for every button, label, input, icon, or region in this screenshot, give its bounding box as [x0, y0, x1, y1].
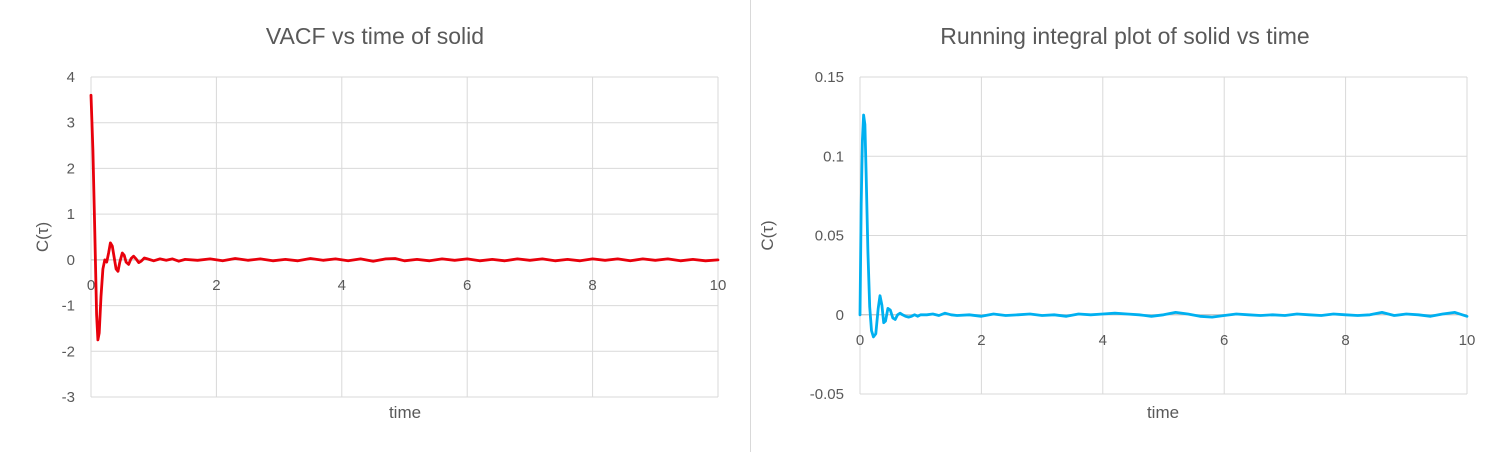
y-tick-label: 4 — [67, 69, 75, 86]
y-tick-label: 0 — [836, 307, 844, 324]
y-axis-label: C(τ) — [758, 220, 777, 250]
series-line — [89, 93, 720, 342]
y-tick-label: -3 — [62, 389, 75, 406]
y-axis-label: C(τ) — [33, 222, 52, 252]
x-tick-label: 6 — [463, 277, 471, 294]
running-integral-chart: Running integral plot of solid vs time -0… — [758, 23, 1476, 422]
y-tick-label: 2 — [67, 160, 75, 177]
x-tick-label: 2 — [977, 332, 985, 349]
y-tick-label: 0.05 — [815, 228, 844, 245]
y-tick-label: 0.1 — [823, 148, 844, 165]
y-tick-label: 0 — [67, 252, 75, 269]
y-tick-label: -0.05 — [810, 386, 844, 403]
x-tick-label: 8 — [1341, 332, 1349, 349]
x-tick-label: 4 — [338, 277, 346, 294]
x-tick-label: 10 — [1459, 332, 1476, 349]
x-tick-label: 0 — [87, 277, 95, 294]
y-tick-label: 3 — [67, 115, 75, 132]
x-axis-label: time — [389, 403, 421, 422]
vacf-chart-panel: VACF vs time of solid -3 -2 -1 0 1 2 3 4 0 2 4 6 8 10 t… — [33, 0, 751, 452]
x-tick-label: 8 — [588, 277, 596, 294]
y-tick-label: -1 — [62, 298, 75, 315]
y-tick-label: 0.15 — [815, 69, 844, 86]
running-integral-chart-panel: Running integral plot of solid vs time -0… — [751, 0, 1501, 452]
chart-title: Running integral plot of solid vs time — [940, 23, 1309, 49]
x-tick-label: 0 — [856, 332, 864, 349]
chart-title: VACF vs time of solid — [266, 23, 484, 49]
vacf-chart: VACF vs time of solid -3 -2 -1 0 1 2 3 4 0 2 4 6 8 10 t… — [33, 23, 727, 422]
x-axis-label: time — [1147, 403, 1179, 422]
x-tick-label: 10 — [710, 277, 727, 294]
x-tick-label: 6 — [1220, 332, 1228, 349]
series-line — [858, 113, 1469, 339]
y-tick-label: -2 — [62, 343, 75, 360]
y-tick-label: 1 — [67, 206, 75, 223]
x-tick-label: 4 — [1099, 332, 1107, 349]
x-tick-label: 2 — [212, 277, 220, 294]
